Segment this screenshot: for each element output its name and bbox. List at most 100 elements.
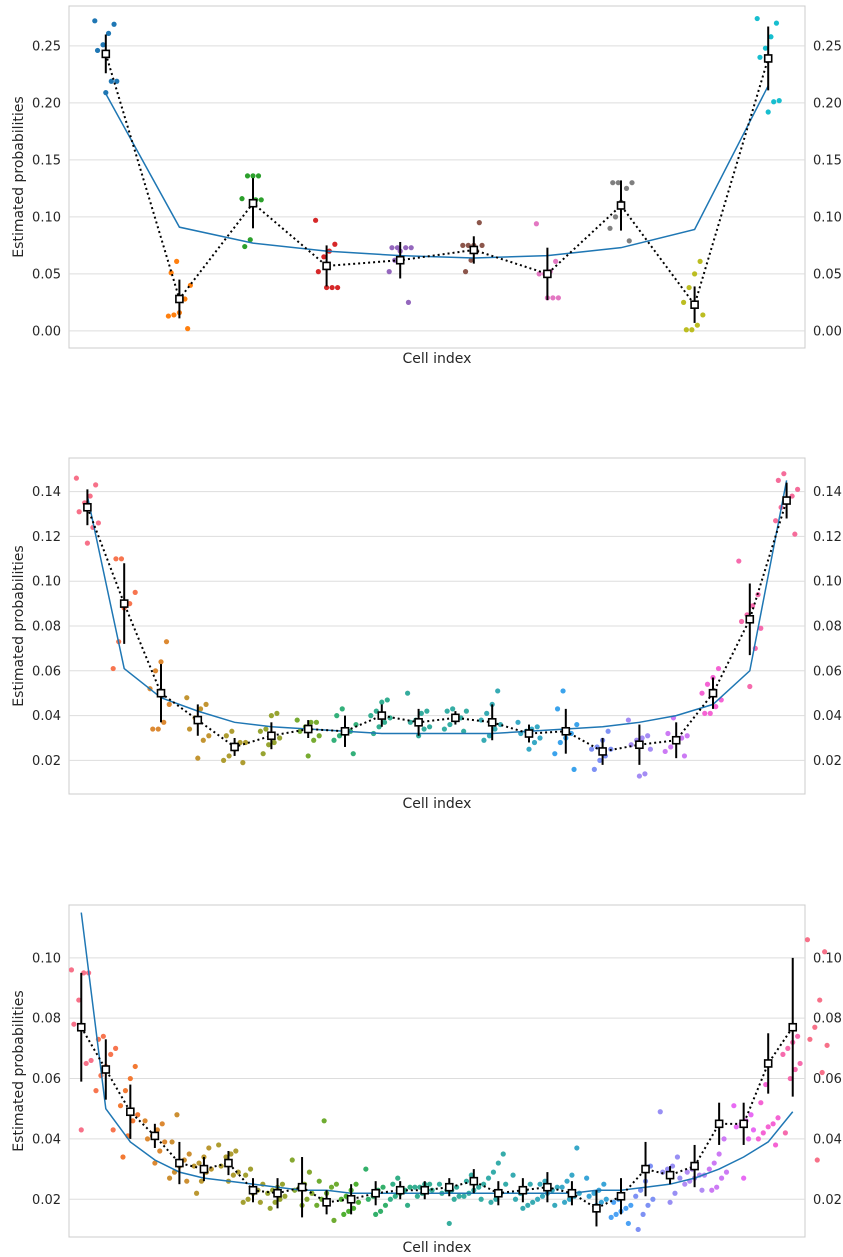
sample-point xyxy=(683,327,689,333)
sample-point xyxy=(135,1112,141,1118)
mean-marker xyxy=(782,496,791,505)
sample-point xyxy=(216,1142,222,1148)
sample-point xyxy=(715,665,722,672)
sample-point xyxy=(537,735,543,741)
sample-point xyxy=(305,753,311,759)
mean-marker xyxy=(745,614,755,624)
sample-point xyxy=(639,735,645,741)
sample-point xyxy=(488,1199,494,1205)
sample-point xyxy=(684,1169,690,1175)
gridlines xyxy=(69,491,805,761)
sample-point xyxy=(169,1139,175,1145)
sample-point xyxy=(257,1199,263,1205)
sample-point xyxy=(623,1205,629,1211)
sample-point xyxy=(704,681,711,687)
sample-point xyxy=(436,1181,443,1187)
sample-point xyxy=(598,1199,604,1205)
sample-point xyxy=(271,739,277,746)
sample-point xyxy=(100,42,106,48)
y-tick-label: 0.00 xyxy=(32,324,61,339)
sample-point xyxy=(427,1181,433,1187)
sample-point xyxy=(686,284,692,291)
sample-point xyxy=(629,180,635,186)
sample-point xyxy=(763,1081,769,1088)
sample-point xyxy=(152,1160,158,1166)
sample-point xyxy=(633,1193,639,1199)
sample-point xyxy=(451,1196,457,1202)
sample-point xyxy=(615,180,621,186)
sample-point xyxy=(571,766,577,772)
sample-point xyxy=(171,312,177,318)
sample-point xyxy=(268,713,274,719)
sample-point xyxy=(591,766,597,772)
sample-point xyxy=(444,708,450,714)
mean-marker xyxy=(708,688,718,698)
mean-marker xyxy=(248,1185,258,1195)
sample-point xyxy=(481,737,487,743)
mean-marker xyxy=(83,502,92,512)
sample-point xyxy=(230,1172,236,1178)
sample-point xyxy=(776,98,782,104)
mean-marker xyxy=(671,735,681,745)
sample-point xyxy=(468,1172,474,1178)
sample-point xyxy=(787,1075,793,1082)
sample-point xyxy=(294,717,300,723)
estimate-line-path xyxy=(86,480,788,735)
sample-point xyxy=(750,1127,757,1133)
sample-point xyxy=(403,245,409,251)
y-tick-label: 0.12 xyxy=(813,530,842,545)
sample-point xyxy=(279,1181,286,1187)
sample-point xyxy=(478,1196,484,1202)
sample-point xyxy=(781,471,787,477)
sample-point xyxy=(525,1202,531,1208)
sample-point xyxy=(462,269,469,275)
sample-point xyxy=(531,739,538,746)
sample-point xyxy=(339,706,345,712)
sample-point xyxy=(682,1181,688,1187)
sample-point xyxy=(569,1172,575,1178)
sample-point xyxy=(819,1069,825,1076)
sample-point xyxy=(304,1196,310,1202)
sample-point xyxy=(520,1205,526,1211)
sample-point xyxy=(721,1136,727,1142)
sample-point xyxy=(628,1202,634,1208)
mean-marker xyxy=(199,1164,209,1174)
sample-point xyxy=(603,1196,609,1202)
sample-point xyxy=(108,1051,114,1057)
sample-point xyxy=(250,173,256,179)
sample-point xyxy=(282,1193,288,1199)
sample-point xyxy=(206,1145,212,1151)
sample-point xyxy=(601,1181,607,1187)
mean-marker xyxy=(395,1185,405,1195)
y-tick-label: 0.15 xyxy=(32,153,61,168)
sample-point xyxy=(530,1199,536,1205)
mean-marker xyxy=(665,1170,675,1180)
y-tick-labels-left: 0.02 0.04 0.06 0.08 0.10 xyxy=(32,951,61,1207)
sample-point xyxy=(512,1196,519,1202)
sample-point xyxy=(93,1088,99,1094)
sample-point xyxy=(315,269,321,275)
mean-marker xyxy=(340,726,350,736)
sample-point xyxy=(120,1154,126,1160)
y-tick-label: 0.04 xyxy=(813,1132,842,1147)
sample-point xyxy=(272,1199,278,1205)
y-tick-label: 0.25 xyxy=(32,39,61,54)
mean-marker xyxy=(414,718,423,727)
sample-point xyxy=(161,719,167,725)
sample-point xyxy=(550,295,556,301)
gridlines xyxy=(69,45,805,332)
sample-point xyxy=(674,1154,681,1160)
sample-point xyxy=(263,726,269,732)
sample-point xyxy=(328,1184,335,1190)
sample-point xyxy=(493,1196,499,1202)
sample-point xyxy=(308,719,314,725)
sample-point xyxy=(111,21,117,27)
sample-point xyxy=(405,690,411,696)
sample-point xyxy=(363,1166,369,1172)
sample-point xyxy=(346,1208,352,1214)
mean-marker xyxy=(616,1191,626,1201)
sample-point xyxy=(321,1118,327,1124)
sample-point xyxy=(331,1217,337,1223)
mean-marker xyxy=(377,711,387,720)
sample-point xyxy=(110,1127,116,1133)
